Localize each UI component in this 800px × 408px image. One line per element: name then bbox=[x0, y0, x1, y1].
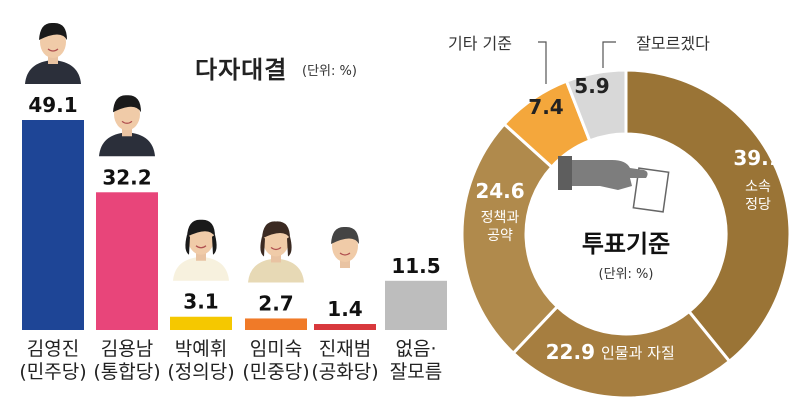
donut-category-label-0b: 정당 bbox=[745, 197, 771, 213]
party-label-2: (정의당) bbox=[167, 361, 235, 383]
candidate-photo-0 bbox=[25, 22, 81, 84]
donut-category-label-0a: 소속 bbox=[745, 179, 771, 195]
donut-value-label-4: 5.9 bbox=[574, 74, 609, 98]
party-label-4: (공화당) bbox=[311, 361, 379, 383]
donut-value-label-3: 7.4 bbox=[528, 95, 563, 119]
bar-value-label-5: 11.5 bbox=[391, 254, 440, 278]
category-label-5: 없음· bbox=[395, 338, 437, 360]
donut-center-title: 투표기준 bbox=[582, 230, 670, 258]
party-label-3: (민중당) bbox=[242, 361, 310, 383]
donut-value-label-1: 22.9 bbox=[546, 340, 595, 364]
party-label-0: (민주당) bbox=[19, 361, 87, 383]
donut-slice-2 bbox=[460, 121, 560, 356]
candidate-photo-3 bbox=[248, 221, 304, 283]
bar-0 bbox=[22, 120, 84, 330]
candidate-photo-2 bbox=[173, 219, 229, 281]
bar-1 bbox=[96, 192, 158, 330]
donut-slice-1 bbox=[511, 304, 732, 400]
donut-slice-4 bbox=[564, 68, 628, 143]
candidate-photo-4 bbox=[317, 226, 373, 289]
donut-slice-0 bbox=[624, 68, 792, 364]
bar-4 bbox=[314, 324, 376, 330]
category-label-1: 김용남 bbox=[100, 338, 154, 360]
category-label-5-line2: 잘모름 bbox=[389, 361, 443, 383]
bar-value-label-3: 2.7 bbox=[258, 291, 293, 315]
donut-value-label-2: 24.6 bbox=[475, 179, 524, 203]
donut-value-label-0: 39.1 bbox=[733, 146, 782, 170]
party-label-1: (통합당) bbox=[93, 361, 161, 383]
category-label-4: 진재범 bbox=[318, 338, 372, 360]
donut-category-label-1: 인물과 자질 bbox=[601, 344, 675, 362]
leader-line-3 bbox=[538, 41, 547, 84]
donut-category-label-4: 잘모르겠다 bbox=[636, 34, 710, 53]
bar-2 bbox=[170, 316, 232, 330]
donut-category-label-3: 기타 기준 bbox=[448, 34, 512, 53]
bar-value-label-2: 3.1 bbox=[183, 290, 218, 314]
donut-category-label-2a: 정책과 bbox=[481, 210, 520, 226]
bar-chart-svg: 49.1 32.2 3.1 2.7 1.4 11.5 bbox=[22, 22, 447, 330]
bar-5 bbox=[385, 280, 447, 330]
ballot-hand-icon bbox=[558, 156, 670, 213]
bar-value-label-1: 32.2 bbox=[102, 165, 151, 189]
category-label-2: 박예휘 bbox=[174, 338, 228, 360]
leader-line-4 bbox=[602, 41, 616, 68]
bar-value-label-0: 49.1 bbox=[28, 93, 77, 117]
donut-center-unit: (단위: %) bbox=[599, 267, 654, 282]
bar-chart-title: 다자대결 bbox=[195, 56, 288, 84]
bar-value-label-4: 1.4 bbox=[327, 297, 362, 321]
category-label-0: 김영진 bbox=[26, 338, 80, 360]
donut-category-label-2b: 공약 bbox=[487, 228, 513, 244]
bar-chart-unit: (단위: %) bbox=[302, 64, 357, 79]
category-label-3: 임미숙 bbox=[249, 338, 303, 360]
bar-chart-panel: 다자대결 (단위: %) 49.1 32.2 3.1 2.7 1.4 11.5 김영진 (민… bbox=[19, 22, 447, 383]
bar-3 bbox=[245, 318, 307, 330]
candidate-photo-1 bbox=[99, 95, 155, 157]
